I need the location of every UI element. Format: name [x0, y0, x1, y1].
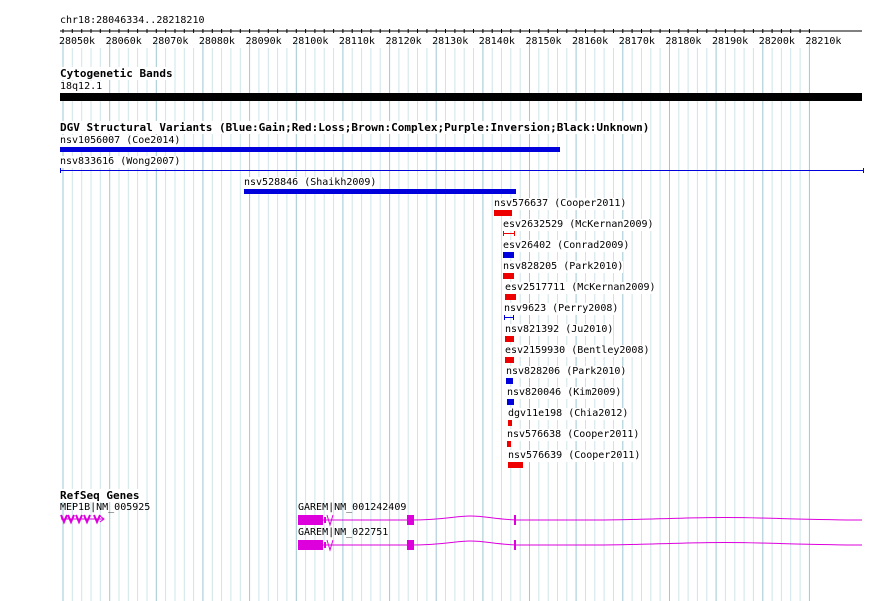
- variant-feature-bar[interactable]: [503, 273, 514, 279]
- ruler-tick-label: 28050k: [59, 36, 95, 47]
- variant-feature-bar[interactable]: [494, 210, 512, 216]
- variant-feature-bar[interactable]: [507, 441, 511, 447]
- refseq-track-title: RefSeq Genes: [60, 489, 140, 502]
- variant-line: [61, 170, 863, 171]
- location-label: chr18:28046334..28218210: [60, 15, 205, 27]
- cytoband-bar[interactable]: [60, 93, 862, 101]
- variant-feature-bar[interactable]: [505, 294, 516, 300]
- variant-feature-bar[interactable]: [508, 462, 523, 468]
- variant-label: nsv828206 (Park2010): [506, 366, 627, 378]
- ruler-tick-label: 28060k: [106, 36, 142, 47]
- variant-feature-bar[interactable]: [60, 168, 864, 173]
- variant-label: dgv11e198 (Chia2012): [508, 408, 629, 420]
- variant-label: nsv821392 (Ju2010): [505, 324, 614, 336]
- variant-feature-bar[interactable]: [503, 231, 515, 236]
- gene-label-garem-2: GAREM|NM_022751: [298, 527, 389, 538]
- ruler-tick-label: 28080k: [199, 36, 235, 47]
- ruler-tick-label: 28200k: [759, 36, 795, 47]
- ruler-tick-label: 28210k: [805, 36, 841, 47]
- variant-label: nsv828205 (Park2010): [503, 261, 624, 273]
- variant-feature-bar[interactable]: [508, 420, 512, 426]
- ruler-tick-label: 28070k: [152, 36, 188, 47]
- variant-feature-bar[interactable]: [503, 252, 514, 258]
- variant-label: nsv528846 (Shaikh2009): [244, 177, 377, 189]
- variant-feature-bar[interactable]: [505, 357, 514, 363]
- variant-feature-bar[interactable]: [505, 336, 514, 342]
- variant-label: nsv576638 (Cooper2011): [507, 429, 640, 441]
- cytoband-track-title: Cytogenetic Bands: [60, 67, 173, 80]
- ruler-tick-label: 28170k: [619, 36, 655, 47]
- ruler-tick-label: 28190k: [712, 36, 748, 47]
- ruler-tick-label: 28160k: [572, 36, 608, 47]
- ruler-tick-label: 28090k: [246, 36, 282, 47]
- variant-feature-bar[interactable]: [506, 378, 513, 384]
- cytoband-label: 18q12.1: [60, 81, 103, 93]
- variant-feature-bar[interactable]: [507, 399, 514, 405]
- ruler-tick-label: 28180k: [665, 36, 701, 47]
- variant-feature-bar[interactable]: [244, 189, 516, 194]
- variant-label: nsv820046 (Kim2009): [507, 387, 622, 399]
- ruler-tick-label: 28130k: [432, 36, 468, 47]
- variant-label: esv2159930 (Bentley2008): [505, 345, 650, 357]
- variant-label: esv2517711 (McKernan2009): [505, 282, 656, 294]
- ruler-tick-label: 28100k: [292, 36, 328, 47]
- variant-label: nsv9623 (Perry2008): [504, 303, 619, 315]
- variant-label: nsv833616 (Wong2007): [60, 156, 181, 168]
- variant-label: nsv576639 (Cooper2011): [508, 450, 641, 462]
- variant-feature-bar[interactable]: [504, 315, 514, 320]
- variant-line: [504, 233, 514, 234]
- variant-feature-bar[interactable]: [60, 147, 560, 152]
- variant-label: esv2632529 (McKernan2009): [503, 219, 654, 231]
- ruler-tick-label: 28150k: [525, 36, 561, 47]
- ruler-tick-label: 28140k: [479, 36, 515, 47]
- coordinate-ruler[interactable]: 28050k 28060k 28070k 28080k 28090k 28100k 2811…: [0, 0, 890, 50]
- ruler-tick-label: 28110k: [339, 36, 375, 47]
- variant-line: [505, 317, 513, 318]
- gene-label-mep1b: MEP1B|NM_005925: [60, 502, 151, 513]
- dgv-track-title: DGV Structural Variants (Blue:Gain;Red:L…: [60, 121, 650, 134]
- gene-label-garem-1: GAREM|NM_001242409: [298, 502, 407, 513]
- variant-label: nsv1056007 (Coe2014): [60, 135, 181, 147]
- variant-label: esv26402 (Conrad2009): [503, 240, 630, 252]
- ruler-tick-label: 28120k: [386, 36, 422, 47]
- variant-label: nsv576637 (Cooper2011): [494, 198, 627, 210]
